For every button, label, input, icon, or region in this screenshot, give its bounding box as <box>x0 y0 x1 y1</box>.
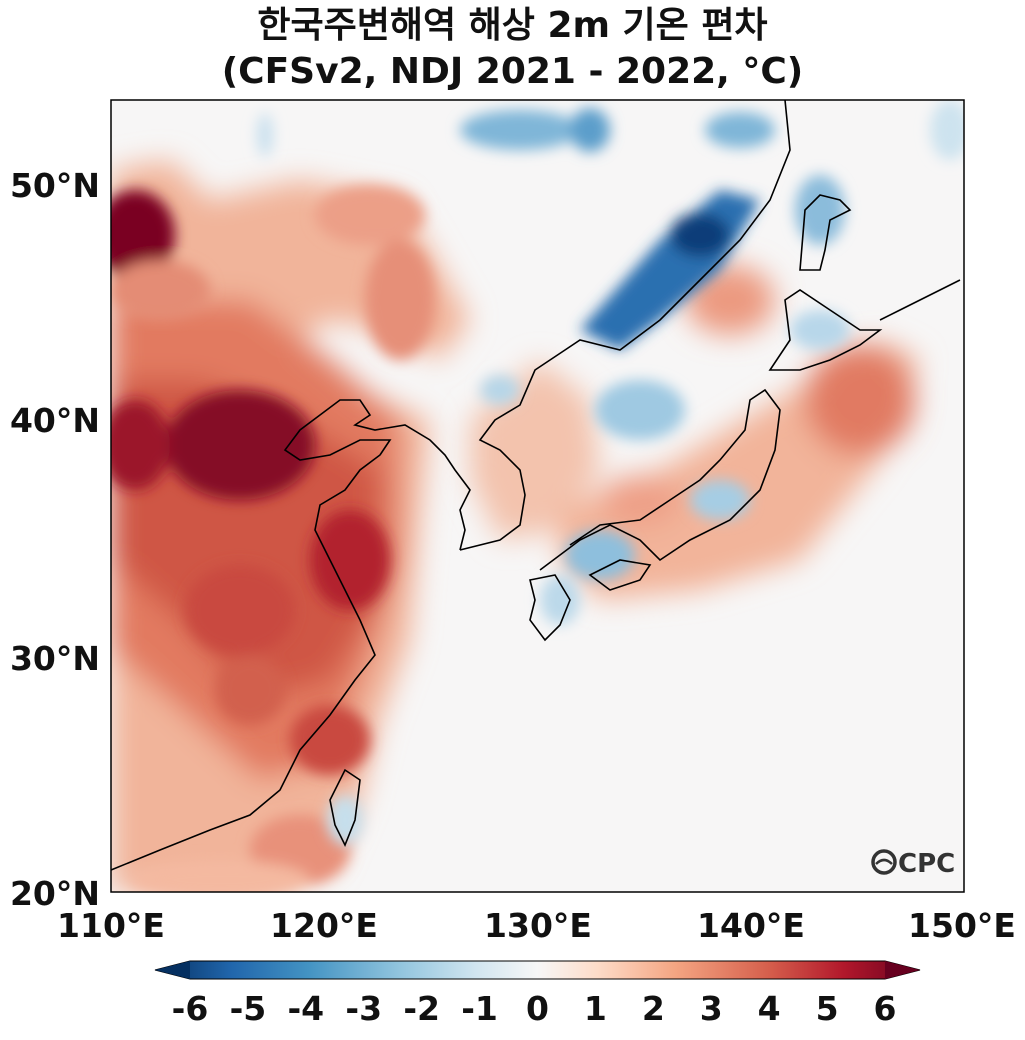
colorbar-label: -5 <box>230 989 267 1028</box>
lon-tick-150: 150°E <box>908 906 1016 945</box>
colorbar-label: 2 <box>642 989 665 1028</box>
lon-tick-120: 120°E <box>270 906 378 945</box>
colorbar-max-extend <box>885 961 920 979</box>
coastline <box>111 100 961 871</box>
lat-tick-40: 40°N <box>10 401 100 440</box>
colorbar-min-extend <box>155 961 190 979</box>
lat-tick-20: 20°N <box>10 874 100 913</box>
colorbar-label: 0 <box>526 989 549 1028</box>
colorbar-label: 4 <box>758 989 781 1028</box>
map-title: 한국주변해역 해상 2m 기온 편차 <box>257 5 768 46</box>
colorbar-label: 1 <box>584 989 607 1028</box>
colorbar-label: 3 <box>700 989 723 1028</box>
cpc-logo: CPC <box>871 849 955 879</box>
colorbar-labels: -6 -5 -4 -3 -2 -1 0 1 2 3 4 5 6 <box>172 989 897 1028</box>
colorbar-label: -6 <box>172 989 209 1028</box>
lat-tick-30: 30°N <box>10 639 100 678</box>
lon-tick-110: 110°E <box>57 906 165 945</box>
lon-tick-140: 140°E <box>697 906 805 945</box>
colorbar-label: -3 <box>345 989 382 1028</box>
lat-tick-50: 50°N <box>10 166 100 205</box>
colorbar: -6 -5 -4 -3 -2 -1 0 1 2 3 4 5 6 <box>154 960 921 1028</box>
plot-frame <box>110 99 965 893</box>
map-subtitle: (CFSv2, NDJ 2021 - 2022, °C) <box>221 51 804 92</box>
cpc-logo-text: CPC <box>898 849 955 879</box>
colorbar-label: -1 <box>461 989 498 1028</box>
colorbar-label: -4 <box>287 989 324 1028</box>
anomaly-field <box>111 100 964 892</box>
colorbar-label: -2 <box>403 989 440 1028</box>
colorbar-bar <box>154 960 921 980</box>
lon-tick-130: 130°E <box>484 906 592 945</box>
colorbar-label: 6 <box>874 989 897 1028</box>
colorbar-label: 5 <box>816 989 839 1028</box>
